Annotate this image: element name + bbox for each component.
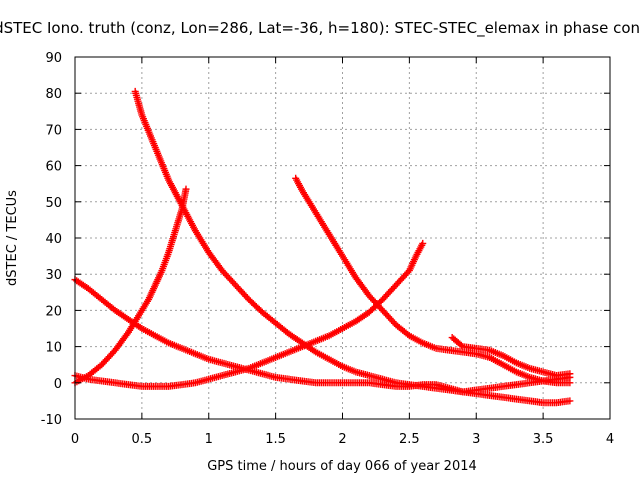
x-tick-label: 3.5 bbox=[533, 432, 554, 447]
x-tick-label: 4 bbox=[606, 432, 614, 447]
y-tick-label: 50 bbox=[45, 196, 62, 211]
y-tick-label: -10 bbox=[41, 413, 62, 428]
data-points bbox=[71, 87, 574, 407]
x-tick-label: 2 bbox=[338, 432, 346, 447]
data-point bbox=[566, 370, 574, 378]
x-tick-label: 3 bbox=[472, 432, 480, 447]
x-tick-label: 1 bbox=[205, 432, 213, 447]
x-tick-label: 0 bbox=[71, 432, 79, 447]
x-tick-labels: 0 0.5 1 1.5 2 2.5 3 3.5 4 bbox=[71, 432, 614, 447]
x-axis-label: GPS time / hours of day 066 of year 2014 bbox=[207, 459, 477, 474]
y-tick-label: 90 bbox=[45, 51, 62, 66]
y-tick-label: 80 bbox=[45, 87, 62, 102]
y-tick-label: 30 bbox=[45, 268, 62, 283]
y-axis-label: dSTEC / TECUs bbox=[5, 190, 20, 286]
chart-title: dSTEC Iono. truth (conz, Lon=286, Lat=-3… bbox=[0, 19, 640, 38]
y-tick-label: 70 bbox=[45, 123, 62, 138]
x-tick-label: 0.5 bbox=[132, 432, 153, 447]
data-point bbox=[457, 341, 465, 349]
x-tick-label: 2.5 bbox=[399, 432, 420, 447]
data-point bbox=[566, 397, 574, 405]
y-tick-label: 10 bbox=[45, 341, 62, 356]
y-tick-label: 0 bbox=[54, 377, 62, 392]
data-series bbox=[448, 334, 574, 380]
data-series bbox=[71, 239, 427, 390]
axis-ticks bbox=[74, 56, 611, 420]
data-series bbox=[71, 276, 574, 396]
data-point bbox=[419, 239, 427, 247]
y-tick-labels: -10 0 10 20 30 40 50 60 70 80 90 bbox=[41, 51, 62, 428]
y-tick-label: 20 bbox=[45, 304, 62, 319]
y-tick-label: 40 bbox=[45, 232, 62, 247]
x-tick-label: 1.5 bbox=[265, 432, 286, 447]
grid-lines bbox=[75, 57, 610, 419]
data-point bbox=[182, 185, 190, 193]
y-tick-label: 60 bbox=[45, 160, 62, 175]
